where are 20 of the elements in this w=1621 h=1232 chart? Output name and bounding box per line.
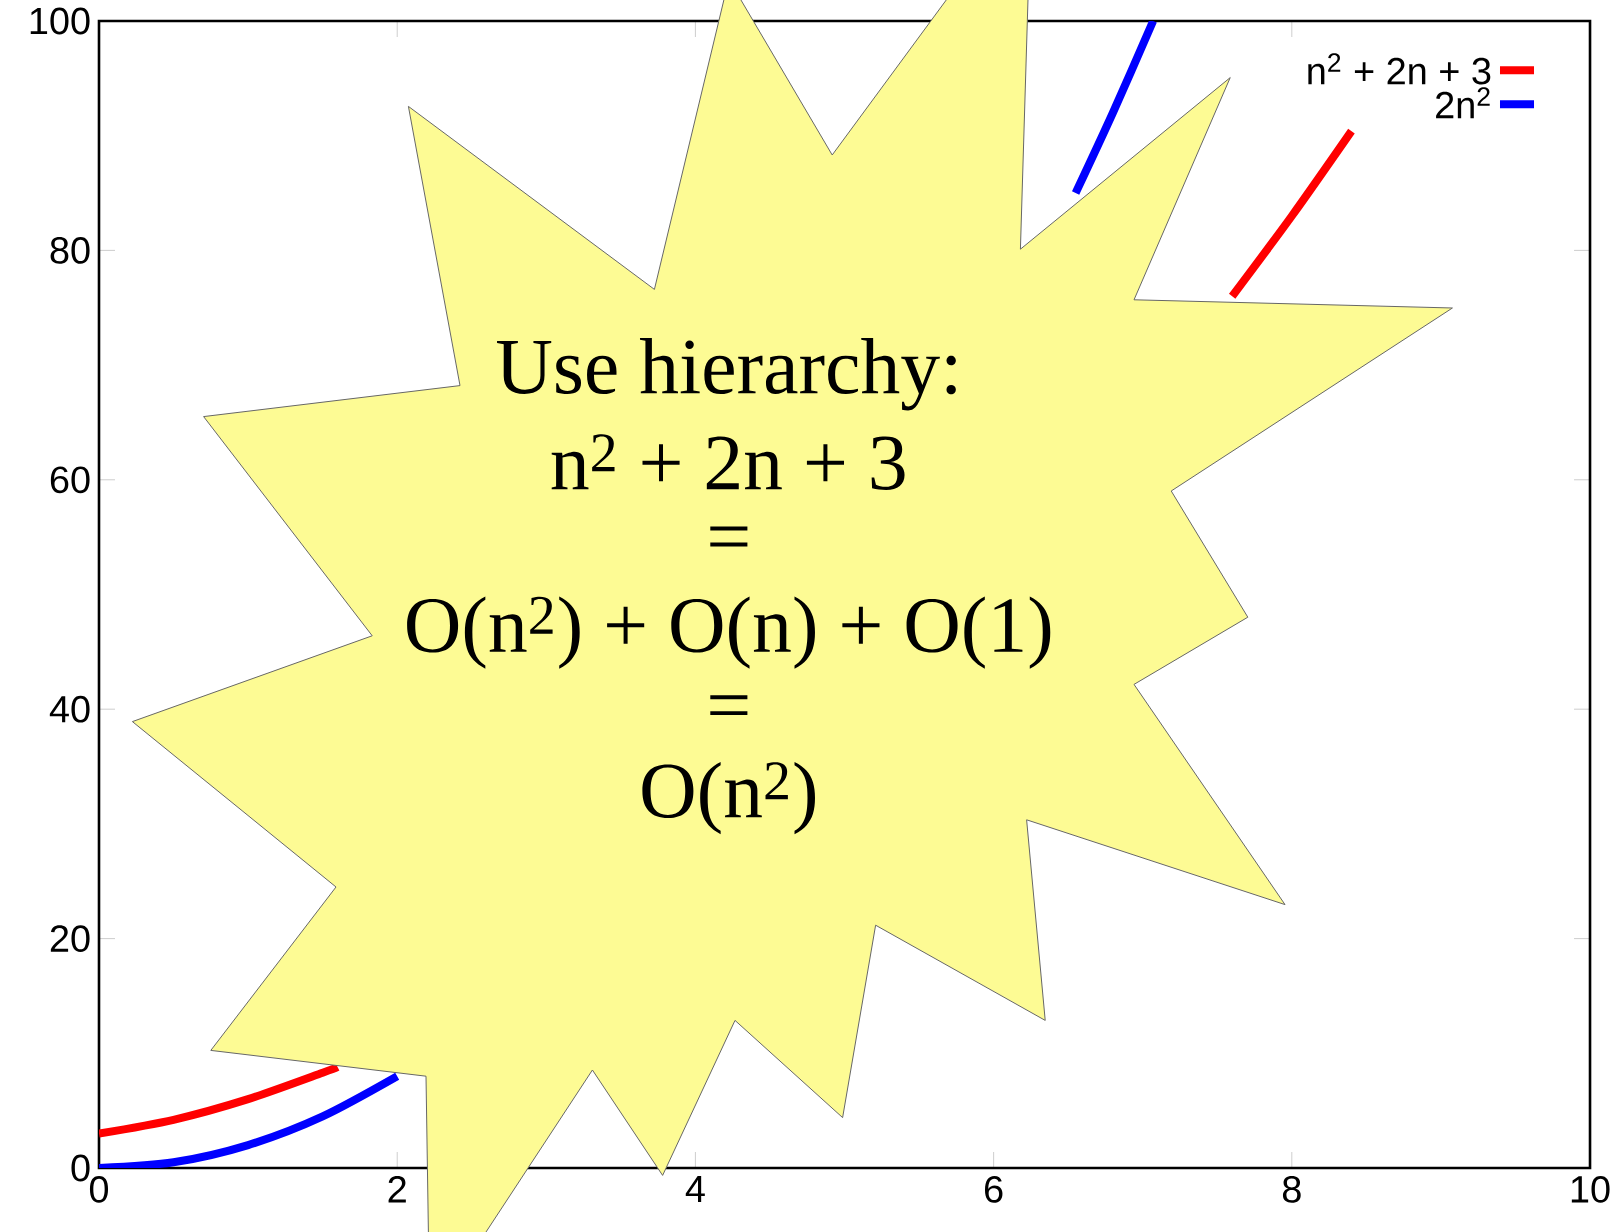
annotation: Use hierarchy: — [497, 337, 956, 411]
legend-label: 2n$^{2}$ — [1436, 87, 1490, 119]
legend-label: n$^{2}$ + 2n + 3 — [1308, 53, 1491, 85]
x-tick-label: 4 — [685, 1175, 705, 1202]
y-tick-label: 80 — [50, 236, 90, 264]
x-tick-label: 2 — [388, 1175, 406, 1203]
x-tick-label: 8 — [1282, 1175, 1301, 1203]
y-tick-label: 100 — [30, 7, 90, 35]
x-tick-label: 10 — [1571, 1175, 1610, 1203]
annotation: O(n$^{2}$) — [642, 761, 815, 835]
annotation: = — [710, 526, 748, 547]
x-tick-label: 6 — [984, 1175, 1003, 1203]
y-tick-label: 60 — [50, 466, 90, 494]
y-tick-label: 20 — [50, 925, 90, 953]
y-tick-label: 40 — [49, 695, 90, 723]
x-tick-label: 0 — [89, 1175, 109, 1203]
annotation: O(n$^{2}$) + O(n) + O(1) — [407, 596, 1051, 669]
annotation: = — [710, 695, 748, 716]
y-tick-label: 0 — [71, 1154, 90, 1182]
annotation: n$^{2}$ + 2n + 3 — [551, 434, 905, 491]
